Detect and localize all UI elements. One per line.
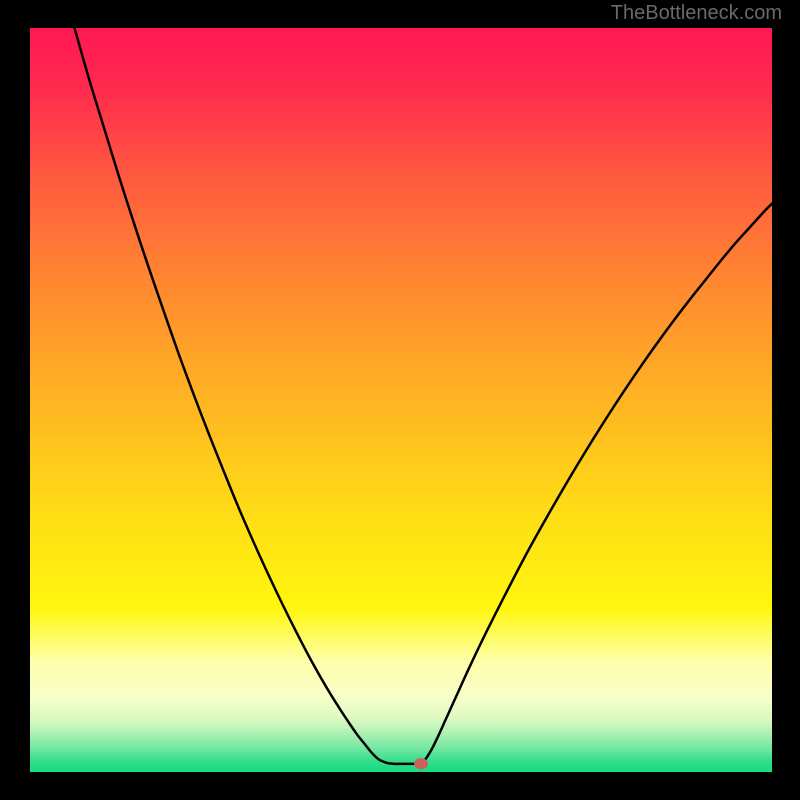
chart-plot-area bbox=[30, 28, 772, 772]
curve-right-curve bbox=[421, 204, 772, 764]
curve-left-curve bbox=[75, 28, 394, 764]
watermark-text: TheBottleneck.com bbox=[611, 2, 782, 25]
minimum-marker bbox=[414, 758, 428, 770]
bottleneck-curve bbox=[30, 28, 772, 772]
